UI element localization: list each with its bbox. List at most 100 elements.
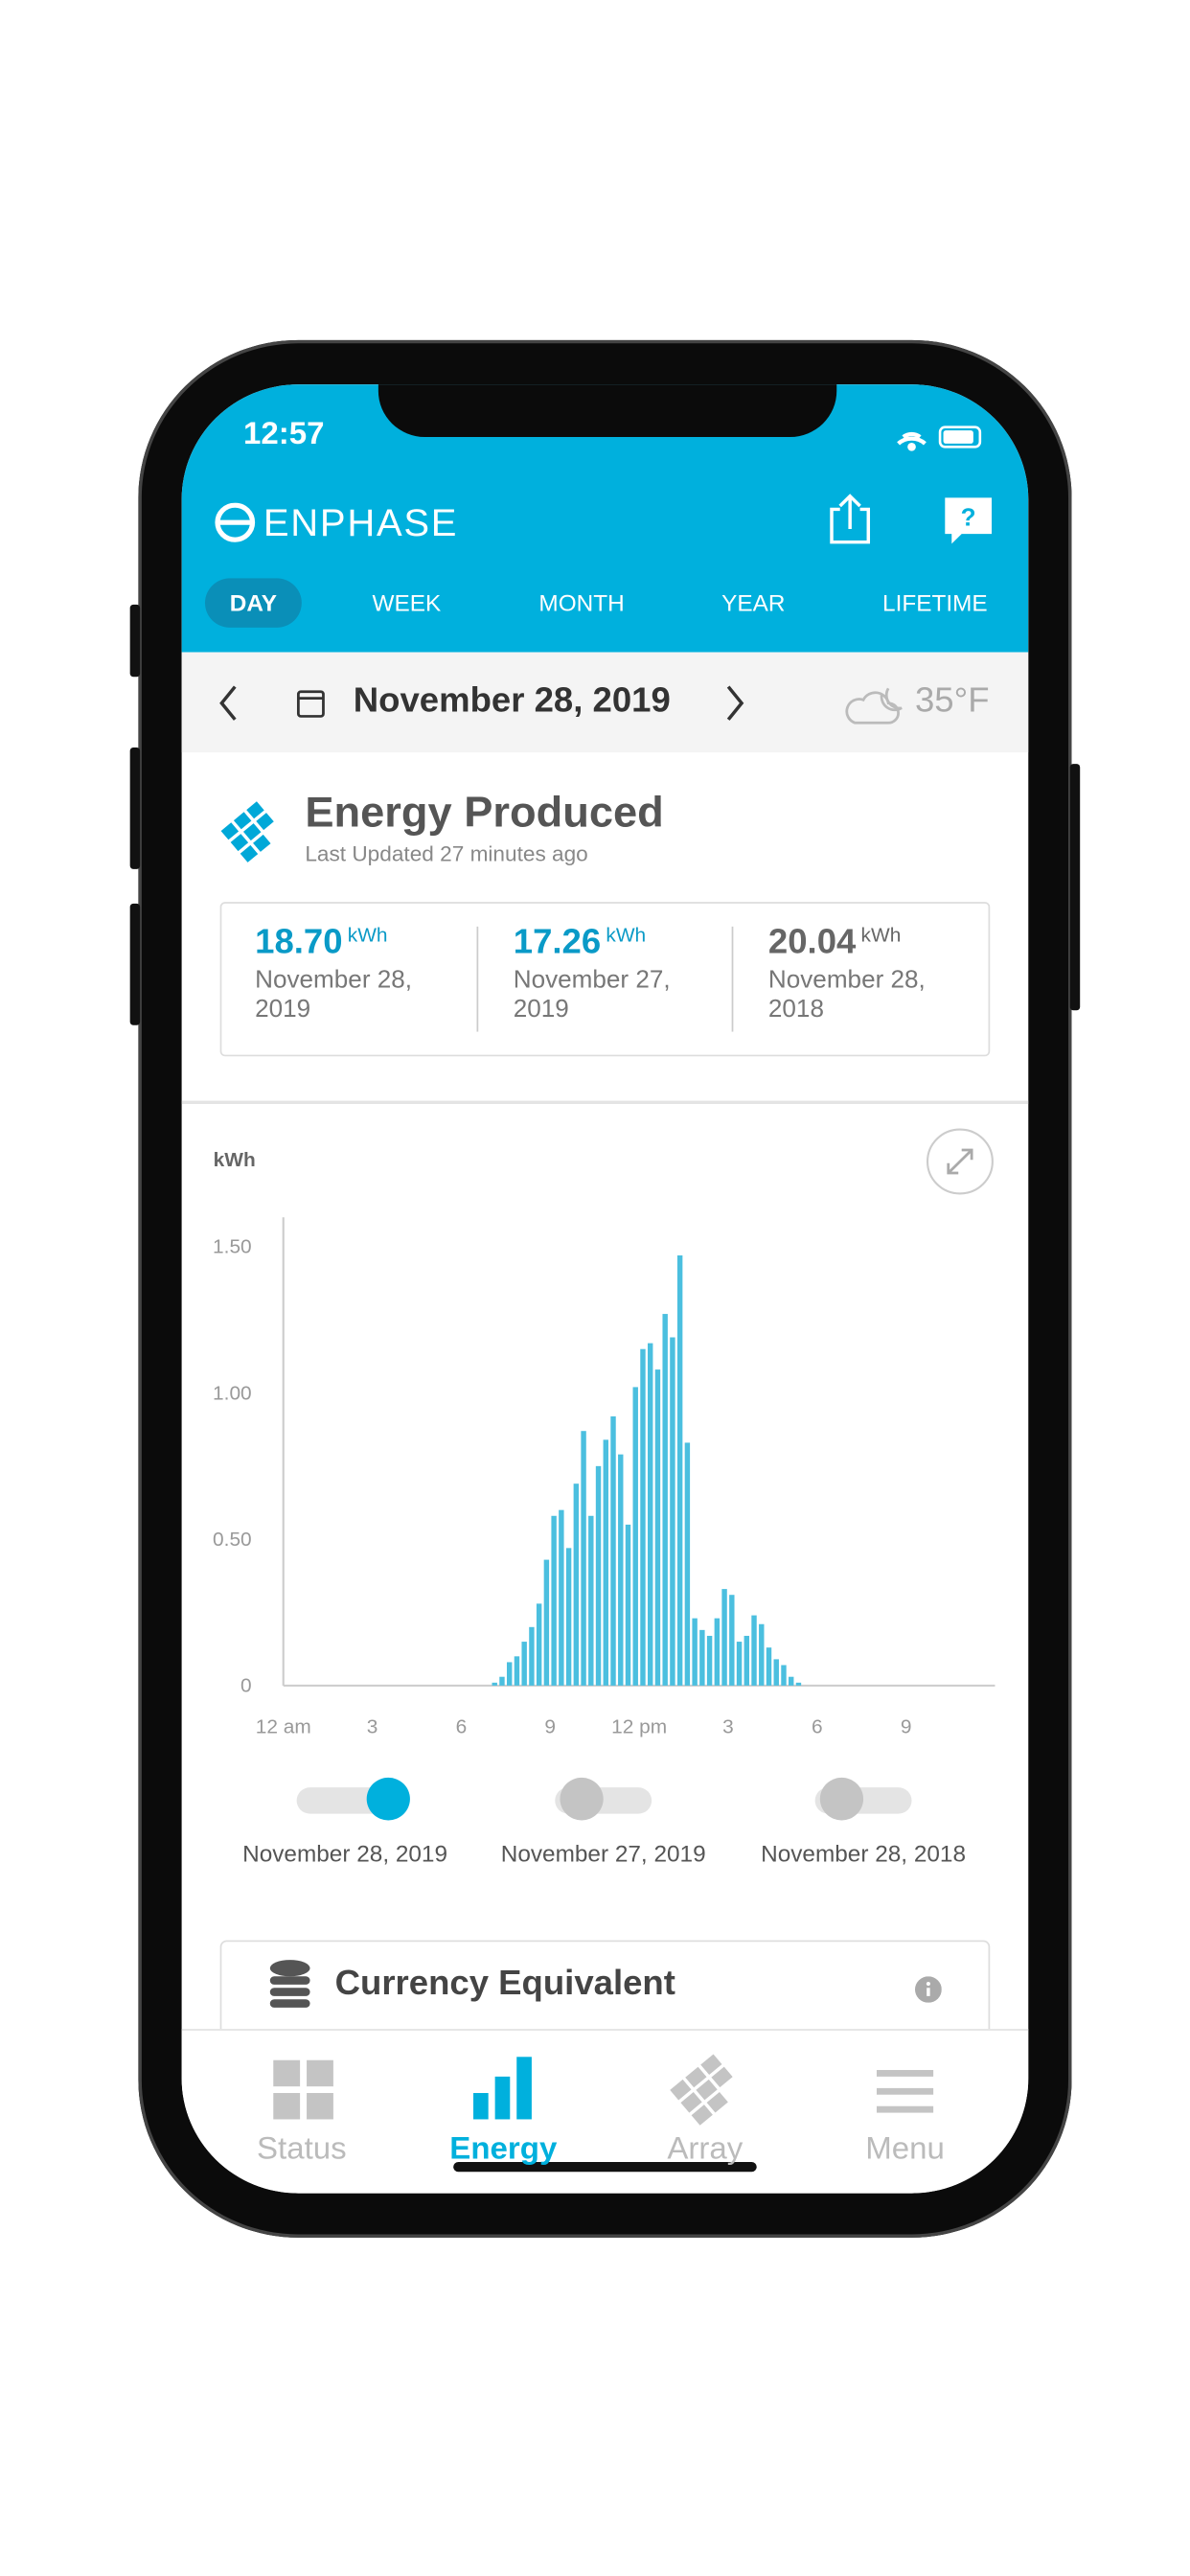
toggle-knob: [560, 1777, 604, 1821]
nav-item[interactable]: Menu: [865, 2132, 945, 2168]
bar: [692, 1618, 698, 1686]
bar: [684, 1442, 691, 1686]
bar: [565, 1548, 572, 1686]
header-actions[interactable]: ?: [825, 490, 1025, 549]
stat-date: November 28, 2019: [255, 966, 413, 1024]
stat-row: 20.04 kWh: [768, 923, 1002, 962]
x-tick-label: 9: [901, 1716, 912, 1738]
stat-date: November 28, 2018: [767, 966, 926, 1024]
currency-title: Currency Equivalent: [334, 1965, 675, 2003]
bar: [706, 1635, 713, 1686]
expand-button[interactable]: [925, 1127, 995, 1196]
bar: [618, 1454, 624, 1686]
x-tick-label: 3: [367, 1716, 378, 1738]
screen: 12:57 ENPHASE ? November 28, 2019 35°F E…: [181, 384, 1029, 2194]
energy-icon: [220, 801, 274, 862]
divider: [476, 926, 479, 1032]
toggle[interactable]: November 28, 2019: [212, 1777, 478, 1867]
x-tick-label: 3: [722, 1716, 734, 1738]
bar: [610, 1415, 616, 1686]
side-button: [1069, 764, 1081, 1011]
bar: [506, 1662, 513, 1686]
bar: [795, 1682, 802, 1686]
stat-unit: kWh: [347, 923, 388, 947]
bar: [744, 1635, 749, 1686]
bar: [773, 1659, 779, 1686]
info-icon[interactable]: [914, 1976, 942, 2003]
bar: [789, 1676, 794, 1686]
side-button: [129, 604, 141, 678]
bar: [543, 1559, 550, 1686]
x-tick-label: 12 pm: [611, 1716, 667, 1738]
bar: [670, 1337, 675, 1686]
x-tick-label: 6: [812, 1716, 823, 1738]
stat-value: 20.04: [767, 923, 857, 961]
x-tick-label: 9: [544, 1716, 556, 1738]
bar: [551, 1515, 557, 1686]
stat-unit: kWh: [860, 923, 902, 947]
stat: 20.04 kWh November 28, 2018: [768, 923, 1002, 1024]
toggle-label: November 28, 2018: [761, 1840, 967, 1867]
bar: [640, 1348, 646, 1686]
logo-icon: [215, 502, 256, 542]
side-button: [129, 748, 141, 869]
nav-item[interactable]: Energy: [449, 2132, 558, 2168]
energy-updated: Last Updated 27 minutes ago: [305, 840, 588, 866]
logo-text: ENPHASE: [263, 500, 459, 544]
toggle-label: November 28, 2019: [242, 1840, 448, 1867]
bar: [632, 1387, 638, 1686]
stat-value: 17.26: [513, 923, 602, 961]
nav-icons: [273, 2054, 934, 2126]
bar: [729, 1595, 735, 1686]
section-rule: [181, 1100, 1029, 1105]
bar: [654, 1369, 661, 1686]
tab[interactable]: YEAR: [721, 589, 786, 616]
tab[interactable]: WEEK: [372, 589, 442, 616]
divider: [731, 926, 734, 1032]
y-tick-label: 0: [240, 1675, 252, 1697]
date-text: November 28, 2019: [353, 681, 671, 720]
bar: [625, 1524, 631, 1686]
energy-title: Energy Produced: [305, 787, 664, 837]
bar: [492, 1682, 497, 1686]
bar: [759, 1623, 765, 1686]
bar: [603, 1439, 608, 1686]
toggle-knob: [819, 1777, 864, 1821]
status-icons: [897, 426, 982, 451]
y-tick-label: 0.50: [213, 1529, 252, 1551]
stats-box: [219, 902, 991, 1057]
nav-item[interactable]: Array: [667, 2132, 744, 2168]
bar: [751, 1615, 757, 1686]
stat-row: 17.26 kWh: [514, 923, 747, 962]
bar: [588, 1515, 594, 1686]
bar: [521, 1642, 527, 1686]
toggle[interactable]: November 27, 2019: [470, 1777, 737, 1866]
coins-icon: [269, 1960, 310, 2008]
bar: [721, 1589, 727, 1686]
y-tick-label: 1.50: [213, 1236, 252, 1258]
stat: 18.70 kWh November 28, 2019: [255, 923, 489, 1024]
bar: [573, 1484, 580, 1686]
stat-value: 18.70: [255, 923, 343, 961]
toggle[interactable]: November 28, 2018: [730, 1777, 996, 1867]
nav-item[interactable]: Status: [256, 2132, 347, 2168]
bar: [781, 1665, 787, 1686]
bar: [699, 1629, 705, 1686]
side-button: [129, 903, 141, 1025]
bar: [514, 1656, 520, 1686]
bar: [595, 1465, 602, 1686]
tab[interactable]: LIFETIME: [882, 589, 988, 616]
stat: 17.26 kWh November 27, 2019: [514, 923, 747, 1024]
bar: [662, 1314, 668, 1686]
bar: [499, 1676, 505, 1686]
tab[interactable]: MONTH: [538, 589, 625, 616]
bar: [676, 1254, 683, 1686]
toggle-knob: [366, 1777, 410, 1821]
tab[interactable]: DAY: [204, 578, 302, 628]
bar: [559, 1509, 564, 1686]
y-axis-label: kWh: [214, 1149, 256, 1171]
home-indicator: [453, 2162, 757, 2173]
